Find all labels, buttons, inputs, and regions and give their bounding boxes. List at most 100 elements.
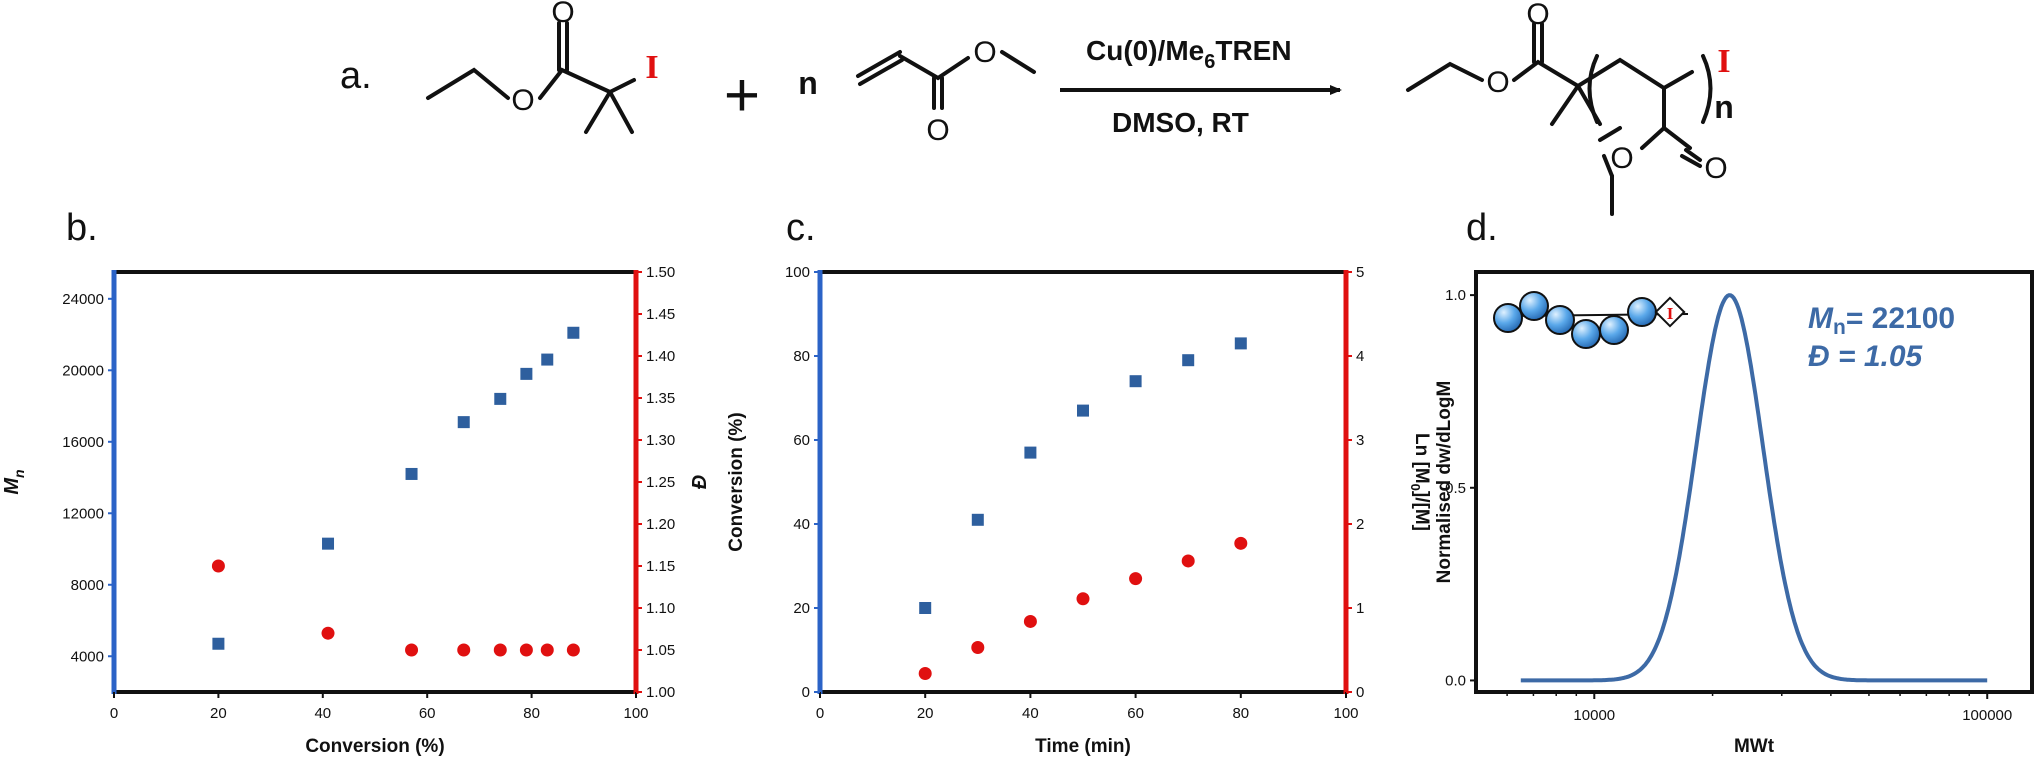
- data-point-circle: [519, 643, 533, 657]
- x-tick-label: 100: [1333, 705, 1358, 722]
- initiator-structure: [426, 21, 636, 134]
- y-tick-label: 20000: [62, 362, 104, 379]
- y2-tick-label: 0: [1356, 684, 1364, 701]
- x-tick-label: 100: [623, 705, 648, 722]
- y2-tick-label: 1.50: [646, 264, 675, 281]
- y2-tick-label: 4: [1356, 348, 1364, 365]
- y-tick-label: 12000: [62, 505, 104, 522]
- data-point-square: [457, 416, 470, 429]
- chart-b-ylabel: Mn: [1, 469, 27, 494]
- x-tick-label: 0: [110, 705, 118, 722]
- chart-d-frame: [1474, 270, 2034, 694]
- y-tick-label: 60: [793, 432, 810, 449]
- x-tick-label: 60: [419, 705, 436, 722]
- panel-label-d: d.: [1466, 207, 1498, 249]
- x-tick-label: 100000: [1962, 707, 2012, 724]
- mn-annotation: Mn= 22100: [1808, 302, 1955, 339]
- y2-tick-label: 1.45: [646, 306, 675, 323]
- atom-o-product-ester: O: [1486, 66, 1509, 99]
- data-point-circle: [1181, 554, 1195, 568]
- atom-o-carbonyl: O: [551, 0, 574, 29]
- chart-d: 10000 100000 0.0 0.5 1.0 MWt Normalised dw/d…: [1434, 270, 2034, 757]
- y-tick-label: 100: [785, 264, 810, 281]
- gpc-trace: [1520, 293, 1988, 683]
- product-structure: [1406, 22, 1713, 216]
- data-point-circle: [566, 643, 580, 657]
- y2-tick-label: 3: [1356, 432, 1364, 449]
- y2-tick-label: 1.35: [646, 390, 675, 407]
- monomer-bead-icon: [1519, 291, 1549, 321]
- atom-o-acrylate-ester: O: [973, 36, 996, 69]
- data-point-square: [520, 367, 533, 380]
- reaction-scheme: a. O O I + n O O Cu(0)/Me6TREN DMSO, RT: [340, 0, 1734, 216]
- data-point-square: [405, 467, 418, 480]
- x-tick-label: 40: [314, 705, 331, 722]
- data-point-square: [1077, 404, 1089, 417]
- y-tick-label: 0: [802, 684, 810, 701]
- data-point-circle: [971, 640, 985, 654]
- data-point-square: [1129, 375, 1142, 388]
- y-tick-label: 24000: [62, 291, 104, 308]
- x-tick-label: 60: [1127, 705, 1144, 722]
- conditions-label: DMSO, RT: [1112, 107, 1249, 138]
- y2-tick-label: 1.00: [646, 684, 675, 701]
- monomer-bead-icon: [1627, 297, 1657, 327]
- data-point-square: [1182, 354, 1195, 367]
- y-tick-label: 40: [793, 516, 810, 533]
- data-point-circle: [457, 643, 471, 657]
- y2-tick-label: 1: [1356, 600, 1364, 617]
- data-point-square: [567, 326, 580, 339]
- data-point-circle: [918, 667, 932, 681]
- y-tick-label: 8000: [71, 577, 104, 594]
- data-point-circle: [321, 626, 335, 640]
- data-point-circle: [1023, 614, 1037, 628]
- y2-tick-label: 1.10: [646, 600, 675, 617]
- atom-o-ester: O: [511, 84, 534, 117]
- data-point-square: [212, 637, 225, 650]
- initiator-iodine: I: [645, 49, 658, 86]
- product-iodine: I: [1717, 43, 1730, 80]
- x-tick-label: 80: [1232, 705, 1249, 722]
- atom-o-side-ester: O: [1610, 142, 1633, 175]
- x-tick-label: 40: [1022, 705, 1039, 722]
- y-tick-label: 4000: [71, 648, 104, 665]
- y2-tick-label: 1.15: [646, 558, 675, 575]
- data-point-square: [1024, 446, 1037, 459]
- data-point-square: [971, 513, 984, 526]
- y-tick-label: 0.0: [1445, 672, 1466, 689]
- y-tick-label: 16000: [62, 434, 104, 451]
- x-tick-label: 20: [210, 705, 227, 722]
- data-point-square: [322, 537, 335, 550]
- chart-b: 0 20 40 60 80 100 4000 8000 12000 16000 20000 24000…: [1, 264, 711, 757]
- data-point-square: [494, 392, 507, 405]
- polymer-chain-icon: I: [1493, 291, 1689, 349]
- data-point-circle: [1076, 592, 1090, 606]
- panel-label-c: c.: [786, 207, 816, 249]
- y2-tick-label: 2: [1356, 516, 1364, 533]
- y2-tick-label: 1.20: [646, 516, 675, 533]
- monomer-bead-icon: [1493, 303, 1523, 333]
- atom-o-side-carbonyl: O: [1704, 152, 1727, 185]
- panel-label-b: b.: [66, 207, 98, 249]
- data-point-square: [541, 353, 554, 366]
- chart-c-ylabel: Conversion (%): [726, 412, 747, 551]
- product-n: n: [1714, 89, 1734, 125]
- end-group-diamond-icon: [1654, 296, 1686, 328]
- data-point-circle: [493, 643, 507, 657]
- chart-d-xlabel: MWt: [1734, 736, 1775, 757]
- data-point-square: [919, 602, 932, 614]
- y-tick-label: 20: [793, 600, 810, 617]
- chart-d-ylabel: Normalised dw/dLogM: [1434, 381, 1455, 584]
- plus-sign: +: [724, 61, 760, 130]
- y2-tick-label: 5: [1356, 264, 1364, 281]
- x-tick-label: 20: [917, 705, 934, 722]
- data-point-square: [1234, 337, 1247, 350]
- y-tick-label: 1.0: [1445, 287, 1466, 304]
- y-tick-label: 0.5: [1445, 480, 1466, 497]
- y2-tick-label: 1.30: [646, 432, 675, 449]
- data-point-circle: [211, 559, 225, 573]
- atom-o-product-carbonyl: O: [1526, 0, 1549, 31]
- x-tick-label: 10000: [1573, 707, 1615, 724]
- catalyst-label: Cu(0)/Me6TREN: [1086, 35, 1292, 73]
- chart-b-y2label: Đ: [689, 475, 711, 489]
